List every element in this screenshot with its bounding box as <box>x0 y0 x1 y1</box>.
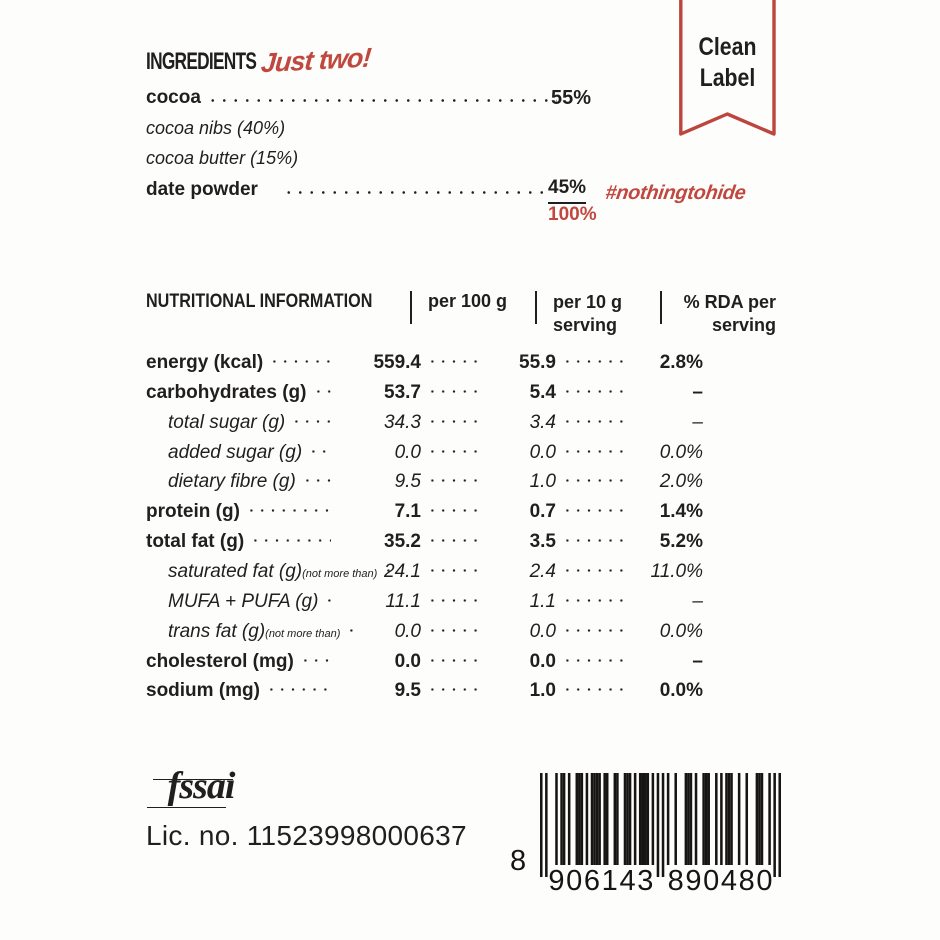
svg-text:Just two!: Just two! <box>260 41 373 78</box>
svg-text:#nothingtohide: #nothingtohide <box>604 182 747 204</box>
